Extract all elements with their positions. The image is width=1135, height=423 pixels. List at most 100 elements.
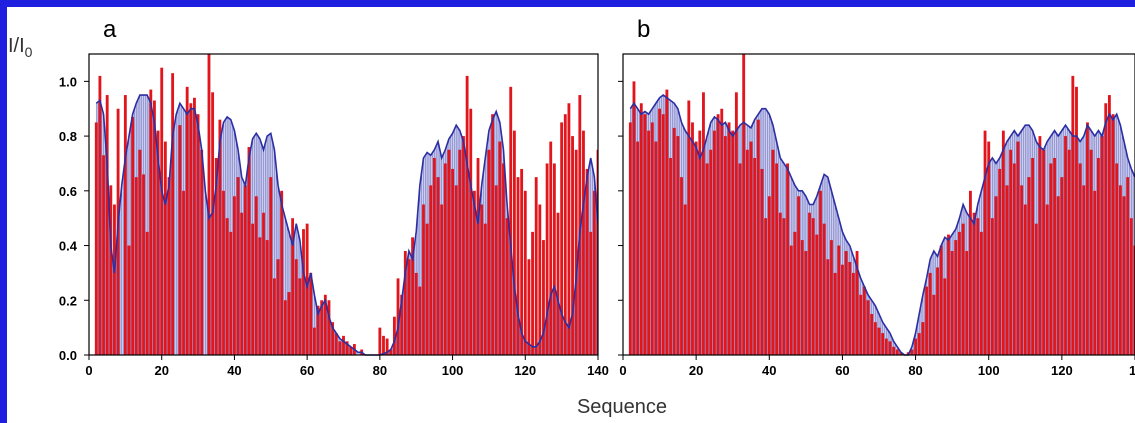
- intensity-bar: [178, 125, 182, 356]
- intensity-bar: [392, 316, 396, 355]
- intensity-bar: [1078, 163, 1082, 355]
- intensity-bar: [632, 81, 636, 356]
- intensity-bar: [491, 114, 494, 355]
- intensity-bar: [998, 168, 1002, 355]
- intensity-bar: [892, 346, 896, 355]
- intensity-bar: [218, 119, 222, 355]
- intensity-bar: [109, 185, 113, 355]
- intensity-bar: [676, 136, 680, 355]
- x-tick-label: 100: [978, 363, 1000, 378]
- intensity-bar: [247, 147, 251, 355]
- intensity-bar: [687, 100, 691, 356]
- y-axis-label-subscript: 0: [25, 44, 33, 60]
- intensity-bar: [647, 130, 651, 355]
- intensity-bar: [505, 218, 509, 355]
- x-tick-label: 60: [300, 363, 314, 378]
- y-tick-label: 0.4: [59, 239, 78, 254]
- intensity-bar: [1111, 114, 1115, 355]
- intensity-bar: [1023, 204, 1027, 355]
- intensity-bar: [94, 122, 98, 355]
- intensity-bar: [910, 349, 914, 355]
- intensity-bar: [636, 141, 640, 355]
- intensity-bar: [987, 141, 991, 355]
- intensity-bar: [403, 251, 407, 355]
- y-axis-label: I/I0: [8, 35, 33, 60]
- intensity-bar: [1075, 86, 1078, 355]
- intensity-bar: [694, 141, 698, 355]
- intensity-bar: [947, 234, 950, 355]
- intensity-bar: [236, 177, 240, 355]
- intensity-bar: [914, 338, 917, 355]
- intensity-bar: [443, 163, 447, 355]
- intensity-bar: [950, 251, 954, 355]
- intensity-bar: [545, 163, 549, 355]
- intensity-bar: [411, 237, 414, 355]
- panel-a-label: a: [103, 16, 117, 43]
- intensity-bar: [713, 130, 716, 355]
- intensity-bar: [193, 97, 196, 355]
- intensity-bar: [167, 177, 171, 355]
- intensity-bar: [578, 95, 582, 356]
- x-tick-label: 120: [514, 363, 536, 378]
- intensity-bar: [422, 204, 425, 355]
- intensity-bar: [520, 168, 524, 355]
- intensity-bar: [855, 251, 859, 355]
- intensity-bar: [661, 114, 665, 355]
- intensity-bar: [1045, 204, 1049, 355]
- x-tick-label: 20: [689, 363, 703, 378]
- intensity-bar: [888, 341, 892, 355]
- intensity-bar: [309, 272, 313, 355]
- intensity-bar: [549, 141, 553, 355]
- intensity-bar: [932, 294, 936, 355]
- intensity-bar: [1118, 185, 1122, 355]
- intensity-bar: [563, 114, 567, 355]
- intensity-bar: [287, 292, 291, 355]
- intensity-bar: [331, 322, 335, 355]
- intensity-bar: [841, 264, 844, 355]
- intensity-bar: [749, 141, 753, 355]
- intensity-bar: [509, 86, 513, 355]
- intensity-bar: [469, 108, 473, 355]
- intensity-bar: [320, 300, 324, 355]
- intensity-bar: [972, 212, 976, 355]
- intensity-bar: [229, 231, 233, 355]
- intensity-bar: [414, 272, 418, 355]
- y-tick-label: 1.0: [59, 74, 77, 89]
- intensity-bar: [826, 259, 830, 355]
- intensity-bar: [884, 338, 888, 355]
- intensity-bar: [323, 294, 327, 355]
- intensity-bar: [753, 157, 757, 355]
- intensity-bar: [429, 185, 433, 355]
- intensity-bar: [512, 130, 516, 355]
- intensity-bar: [800, 240, 804, 355]
- panel-b-plot-area: [628, 54, 1135, 356]
- intensity-bar: [1009, 149, 1013, 355]
- intensity-bar: [756, 119, 760, 355]
- intensity-bar: [778, 212, 782, 355]
- panel-b: 0 20 40 60 80 100 120 140: [618, 53, 1135, 378]
- intensity-bar: [793, 231, 797, 355]
- intensity-bar: [592, 190, 596, 355]
- intensity-bar: [145, 231, 149, 355]
- intensity-bar: [983, 130, 987, 355]
- intensity-bar: [502, 163, 505, 355]
- intensity-bar: [171, 73, 175, 356]
- intensity-bar: [1056, 196, 1060, 355]
- intensity-bar: [1012, 163, 1016, 355]
- plot-frame: [622, 53, 1135, 356]
- intensity-bar: [102, 155, 105, 355]
- panel-b-label: b: [637, 16, 650, 43]
- intensity-bar: [1126, 177, 1130, 355]
- intensity-bar: [105, 95, 109, 356]
- intensity-bar: [349, 346, 353, 355]
- intensity-bar: [921, 322, 925, 355]
- intensity-bar: [958, 231, 961, 355]
- intensity-bar: [472, 190, 476, 355]
- intensity-bar: [327, 300, 331, 355]
- intensity-bar: [134, 177, 138, 355]
- intensity-bar: [1086, 122, 1089, 355]
- intensity-bar: [1027, 177, 1031, 355]
- intensity-bar: [269, 177, 273, 355]
- x-tick-label: 80: [908, 363, 922, 378]
